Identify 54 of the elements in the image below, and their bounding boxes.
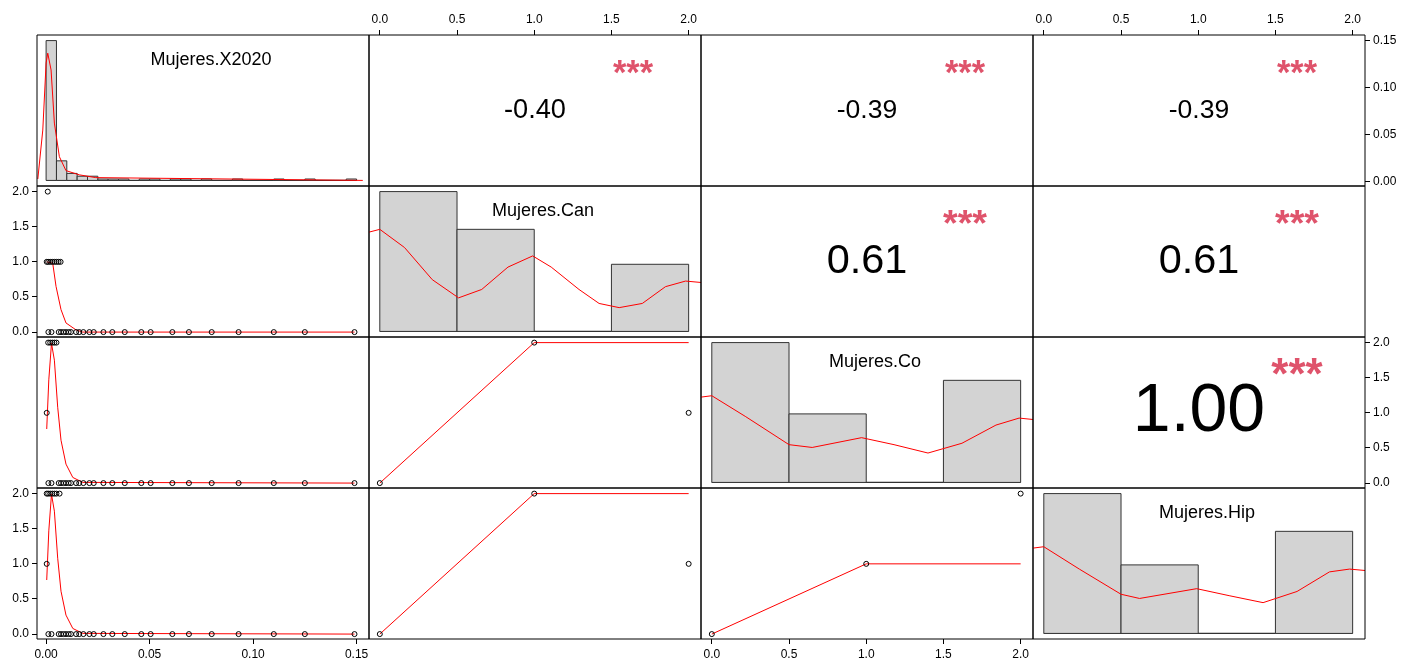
- y-tick-label: 0.0: [1373, 475, 1391, 490]
- y-tick-label: 1.0: [12, 556, 30, 571]
- x-tick-label: 2.0: [680, 12, 698, 27]
- text: 0.61: [826, 234, 908, 282]
- y-tick-label: 1.5: [12, 521, 30, 536]
- y-tick-label: 0.05: [1373, 127, 1397, 142]
- y-tick-label: 1.0: [12, 254, 30, 269]
- x-tick-label: 1.5: [935, 646, 953, 661]
- x-tick-label: 1.0: [525, 12, 543, 27]
- annotation: ***: [612, 53, 654, 92]
- x-tick-label: 2.0: [1012, 646, 1030, 661]
- x-tick-label: 0.5: [448, 12, 466, 27]
- annotation: -0.40: [504, 92, 566, 124]
- y-tick-label: 2.0: [1373, 334, 1391, 349]
- text: Mujeres.X2020: [150, 48, 272, 69]
- text: -0.39: [836, 93, 898, 124]
- x-tick-label: 0.00: [34, 646, 59, 661]
- text: 0.61: [1158, 234, 1240, 282]
- annotation: 1.00: [1132, 369, 1266, 446]
- y-tick-label: 0.15: [1373, 32, 1397, 47]
- y-tick-label: 0.0: [12, 626, 30, 641]
- annotation: ***: [1277, 53, 1318, 92]
- y-tick-label: 0.0: [12, 324, 30, 339]
- x-tick-label: 0.0: [371, 12, 389, 27]
- text: ***: [945, 53, 986, 92]
- y-tick-label: 1.5: [1373, 370, 1391, 385]
- x-tick-label: 1.5: [1267, 12, 1285, 27]
- text: ***: [942, 202, 988, 245]
- x-tick-label: 0.15: [344, 646, 369, 661]
- x-tick-label: 0.10: [241, 646, 266, 661]
- y-tick-label: 0.00: [1373, 174, 1397, 189]
- x-tick-label: 0.5: [780, 646, 798, 661]
- text: Mujeres.Can: [491, 199, 595, 220]
- x-tick-label: 2.0: [1344, 12, 1362, 27]
- y-tick-label: 0.5: [1373, 440, 1391, 455]
- y-tick-label: 2.0: [12, 485, 30, 500]
- y-tick-label: 0.10: [1373, 80, 1397, 95]
- x-tick-label: 1.0: [1189, 12, 1207, 27]
- x-tick-label: 0.0: [1035, 12, 1053, 27]
- x-tick-label: 0.5: [1112, 12, 1130, 27]
- x-tick-label: 0.0: [703, 646, 721, 661]
- x-tick-label: 1.5: [603, 12, 621, 27]
- y-tick-label: 0.5: [12, 591, 30, 606]
- y-tick-label: 1.0: [1373, 405, 1391, 420]
- text: ***: [1274, 202, 1320, 245]
- x-tick-label: 1.0: [857, 646, 875, 661]
- y-tick-label: 2.0: [12, 183, 30, 198]
- annotation: ***: [1271, 349, 1324, 399]
- y-tick-label: 0.5: [12, 289, 30, 304]
- text: Mujeres.Co: [828, 350, 922, 371]
- x-tick-label: 0.05: [137, 646, 162, 661]
- text: Mujeres.Hip: [1158, 501, 1256, 522]
- annotation: -0.39: [1168, 93, 1230, 124]
- y-tick-label: 1.5: [12, 219, 30, 234]
